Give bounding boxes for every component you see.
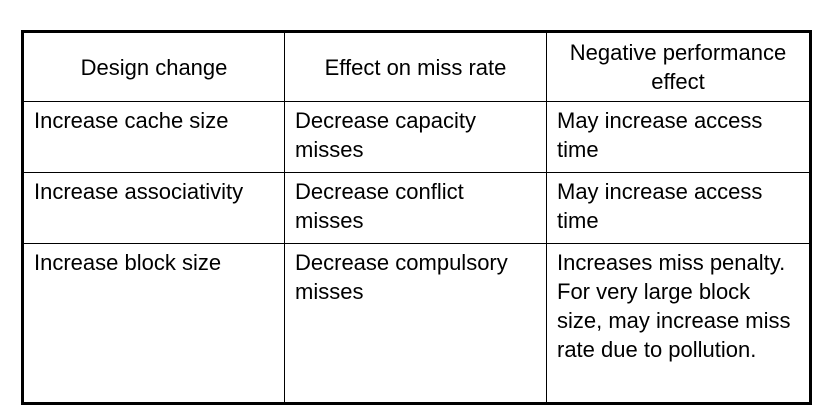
cell-design-change: Increase associativity: [22, 172, 285, 244]
column-header-design-change: Design change: [22, 31, 285, 102]
table-header-row: Design change Effect on miss rate Negati…: [22, 31, 811, 102]
table-row: Increase cache size Decrease capacity mi…: [22, 101, 811, 173]
cache-design-table: Design change Effect on miss rate Negati…: [21, 30, 812, 405]
cell-negative-performance-effect: May increase access time: [546, 101, 811, 173]
cell-effect-on-miss-rate: Decrease capacity misses: [284, 101, 547, 173]
table-row: Increase block size Decrease compulsory …: [22, 243, 811, 404]
cell-negative-performance-effect: Increases miss penalty. For very large b…: [546, 243, 811, 404]
cell-effect-on-miss-rate: Decrease compulsory misses: [284, 243, 547, 404]
column-header-negative-performance-effect: Negative performance effect: [546, 31, 811, 102]
cell-effect-on-miss-rate: Decrease conflict misses: [284, 172, 547, 244]
column-header-effect-on-miss-rate: Effect on miss rate: [284, 31, 547, 102]
table-row: Increase associativity Decrease conflict…: [22, 172, 811, 244]
cell-design-change: Increase cache size: [22, 101, 285, 173]
cell-design-change: Increase block size: [22, 243, 285, 404]
cell-negative-performance-effect: May increase access time: [546, 172, 811, 244]
